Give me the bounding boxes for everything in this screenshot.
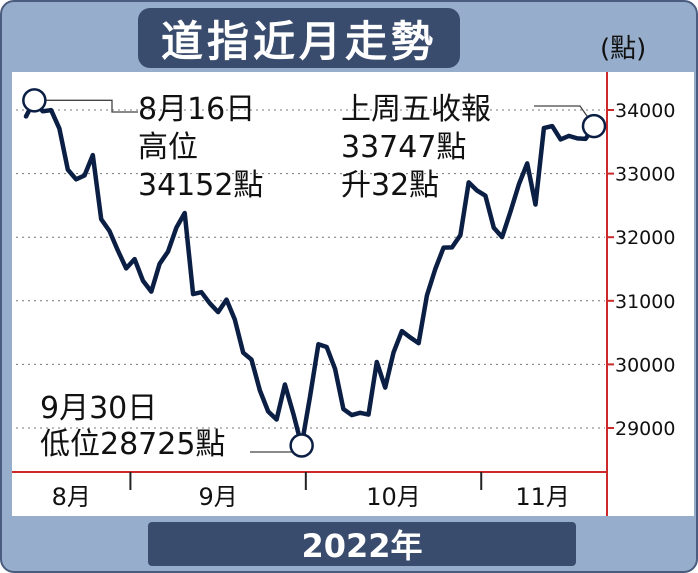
leader-line-1: [34, 99, 138, 113]
annotation-text-2-1: 9月30日: [40, 391, 157, 426]
annotation-text-1-2: 高位: [138, 130, 198, 165]
chart-title: 道指近月走勢: [160, 16, 437, 66]
annotation-text-3-1: 上周五收報: [341, 92, 491, 127]
title-banner: 道指近月走勢: [138, 8, 460, 68]
annotation-text-3-3: 升32點: [341, 168, 439, 203]
y-tick-label-29000: 29000: [615, 418, 675, 440]
month-label-4: 11月: [515, 483, 570, 511]
month-label-2: 9月: [198, 483, 237, 511]
year-label: 2022年: [301, 527, 423, 565]
annotation-text-1-3: 34152點: [138, 168, 263, 203]
y-tick-label-30000: 30000: [615, 354, 675, 376]
annotation-text-2-2: 低位28725點: [40, 427, 225, 462]
y-axis-band: [607, 72, 694, 516]
annotation-marker-3: [581, 113, 607, 139]
annotation-marker-1: [22, 88, 47, 113]
y-tick-label-34000: 34000: [615, 100, 675, 122]
annotation-text-3-2: 33747點: [341, 130, 466, 165]
month-label-1: 8月: [52, 483, 91, 511]
year-banner: 2022年: [148, 522, 576, 566]
y-tick-label-32000: 32000: [615, 227, 675, 249]
y-tick-label-33000: 33000: [615, 164, 675, 186]
dow-series-line: [23, 98, 597, 448]
annotation-text-1-1: 8月16日: [138, 92, 255, 127]
annotation-marker-2: [289, 433, 314, 458]
unit-label: (點): [600, 34, 647, 64]
y-tick-label-31000: 31000: [615, 291, 675, 313]
month-label-3: 10月: [366, 483, 421, 511]
x-axis-band: [12, 472, 607, 516]
